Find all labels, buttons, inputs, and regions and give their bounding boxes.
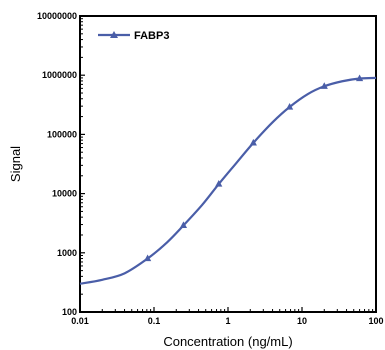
y-tick-label: 10000 [52,189,77,199]
legend-marker [110,31,118,38]
series-markers-fabp3 [144,74,364,262]
y-tick-label: 1000000 [42,70,77,80]
y-tick-label: 100000 [47,129,77,139]
x-tick-label: 0.01 [71,316,89,326]
y-axis: 100 1000 10000 100000 1000000 10000000 [37,11,85,317]
data-point [286,103,294,110]
x-tick-label: 100 [368,316,383,326]
legend: FABP3 [98,30,169,42]
x-axis-label: Concentration (ng/mL) [163,334,292,349]
data-point [320,82,328,89]
data-point [179,221,188,229]
x-tick-label: 0.1 [148,316,161,326]
x-axis: 0.01 0.1 1 10 100 [71,307,384,326]
y-tick-label: 10000000 [37,11,77,21]
x-tick-label: 1 [225,316,230,326]
data-point [144,254,152,262]
data-point [355,74,364,82]
y-axis-label: Signal [8,146,23,182]
x-tick-label: 10 [297,316,307,326]
legend-label-fabp3: FABP3 [134,30,169,42]
y-tick-label: 1000 [57,248,77,258]
plot-frame [79,15,377,313]
y-tick-label: 100 [62,307,77,317]
series-line-fabp3 [79,76,377,285]
data-point [249,138,257,146]
data-point [215,180,223,187]
